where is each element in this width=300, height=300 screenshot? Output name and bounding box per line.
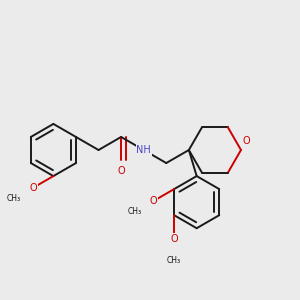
Text: CH₃: CH₃ [167,256,181,265]
Text: O: O [242,136,250,146]
Text: CH₃: CH₃ [128,207,142,216]
Text: O: O [117,166,125,176]
Text: O: O [170,234,178,244]
Text: CH₃: CH₃ [7,194,21,203]
Text: O: O [150,196,158,206]
Text: NH: NH [136,145,151,155]
Text: O: O [29,183,37,193]
